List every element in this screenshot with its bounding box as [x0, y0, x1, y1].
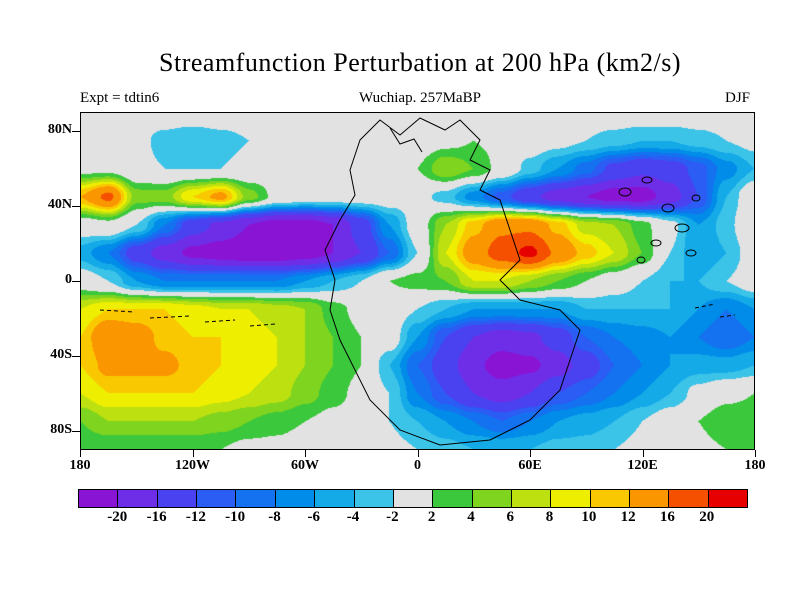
colorbar-tick-label: 12 [620, 509, 636, 525]
contour-field-canvas [80, 112, 755, 450]
colorbar-segment [236, 490, 276, 507]
colorbar-tick-label: -10 [225, 509, 246, 525]
colorbar-tick-label: -8 [268, 509, 281, 525]
colorbar-segment [393, 490, 434, 507]
x-axis-tick [80, 450, 81, 457]
island-outline [661, 203, 675, 213]
colorbar-tick-label: 2 [427, 509, 436, 525]
x-axis-label: 60W [291, 458, 319, 473]
y-axis-tick [72, 356, 80, 357]
colorbar-tick-label: 8 [545, 509, 554, 525]
colorbar-segment [669, 490, 709, 507]
y-axis-tick [72, 431, 80, 432]
x-axis-label: 180 [69, 458, 91, 473]
colorbar-tick-label: -4 [346, 509, 360, 525]
colorbar-segment [590, 490, 631, 507]
colorbar-segment [472, 490, 512, 507]
colorbar-segment [354, 490, 394, 507]
x-axis-label: 120W [175, 458, 210, 473]
map-plot [80, 112, 755, 450]
island-outline [691, 194, 701, 202]
colorbar-segment [511, 490, 552, 507]
chart-title: Streamfunction Perturbation at 200 hPa (… [159, 48, 681, 77]
colorbar-segment [315, 490, 355, 507]
x-axis-tick [755, 450, 756, 457]
colorbar [78, 489, 748, 508]
x-axis-tick [193, 450, 194, 457]
coastline-inlet [389, 127, 423, 153]
colorbar-segment [197, 490, 237, 507]
y-axis-tick [72, 131, 80, 132]
coastlines-overlay [99, 117, 736, 446]
y-axis-tick [72, 281, 80, 282]
colorbar-tick-label: 4 [467, 509, 475, 525]
colorbar-tick-label: -16 [146, 509, 167, 525]
season-label: DJF [724, 90, 750, 106]
colorbar-segment [551, 490, 591, 507]
island-outline [636, 256, 646, 264]
x-axis-tick [305, 450, 306, 457]
y-axis-label: 40S [50, 347, 72, 363]
colorbar-segment [157, 490, 198, 507]
colorbar-segment [630, 490, 670, 507]
island-chain-dashes [99, 303, 736, 327]
x-axis-label: 180 [744, 458, 766, 473]
x-axis-label: 0 [414, 458, 421, 473]
y-axis-label: 80S [50, 422, 72, 438]
colorbar-segment [79, 490, 119, 507]
y-axis-label: 80N [47, 121, 72, 137]
island-outline [641, 176, 653, 184]
coastline-main-continent [324, 117, 581, 446]
colorbar-tick-label: -20 [107, 509, 128, 525]
colorbar-segment [433, 490, 473, 507]
y-axis-tick [72, 206, 80, 207]
colorbar-tick-label: -6 [307, 509, 321, 525]
colorbar-tick-label: 20 [699, 509, 715, 525]
colorbar-segment [118, 490, 158, 507]
colorbar-tick-label: -12 [185, 509, 206, 525]
colorbar-tick-label: 16 [659, 509, 675, 525]
colorbar-segment [275, 490, 316, 507]
case-label: Wuchiap. 257MaBP [359, 90, 481, 106]
x-axis-tick [418, 450, 419, 457]
island-outline [674, 223, 690, 233]
colorbar-segment [708, 490, 748, 507]
y-axis-label: 40N [47, 196, 72, 212]
x-axis-tick [530, 450, 531, 457]
island-outline [685, 249, 697, 257]
colorbar-tick-label: -2 [386, 509, 399, 525]
colorbar-tick-label: 6 [506, 509, 514, 525]
experiment-label: Expt = tdtin6 [80, 90, 160, 106]
x-axis-tick [643, 450, 644, 457]
x-axis-label: 60E [518, 458, 542, 473]
island-outline [650, 239, 662, 247]
colorbar-tick-label: 10 [581, 509, 597, 525]
island-outline [618, 187, 632, 197]
x-axis-label: 120E [627, 458, 658, 473]
y-axis-label: 0 [65, 272, 72, 287]
